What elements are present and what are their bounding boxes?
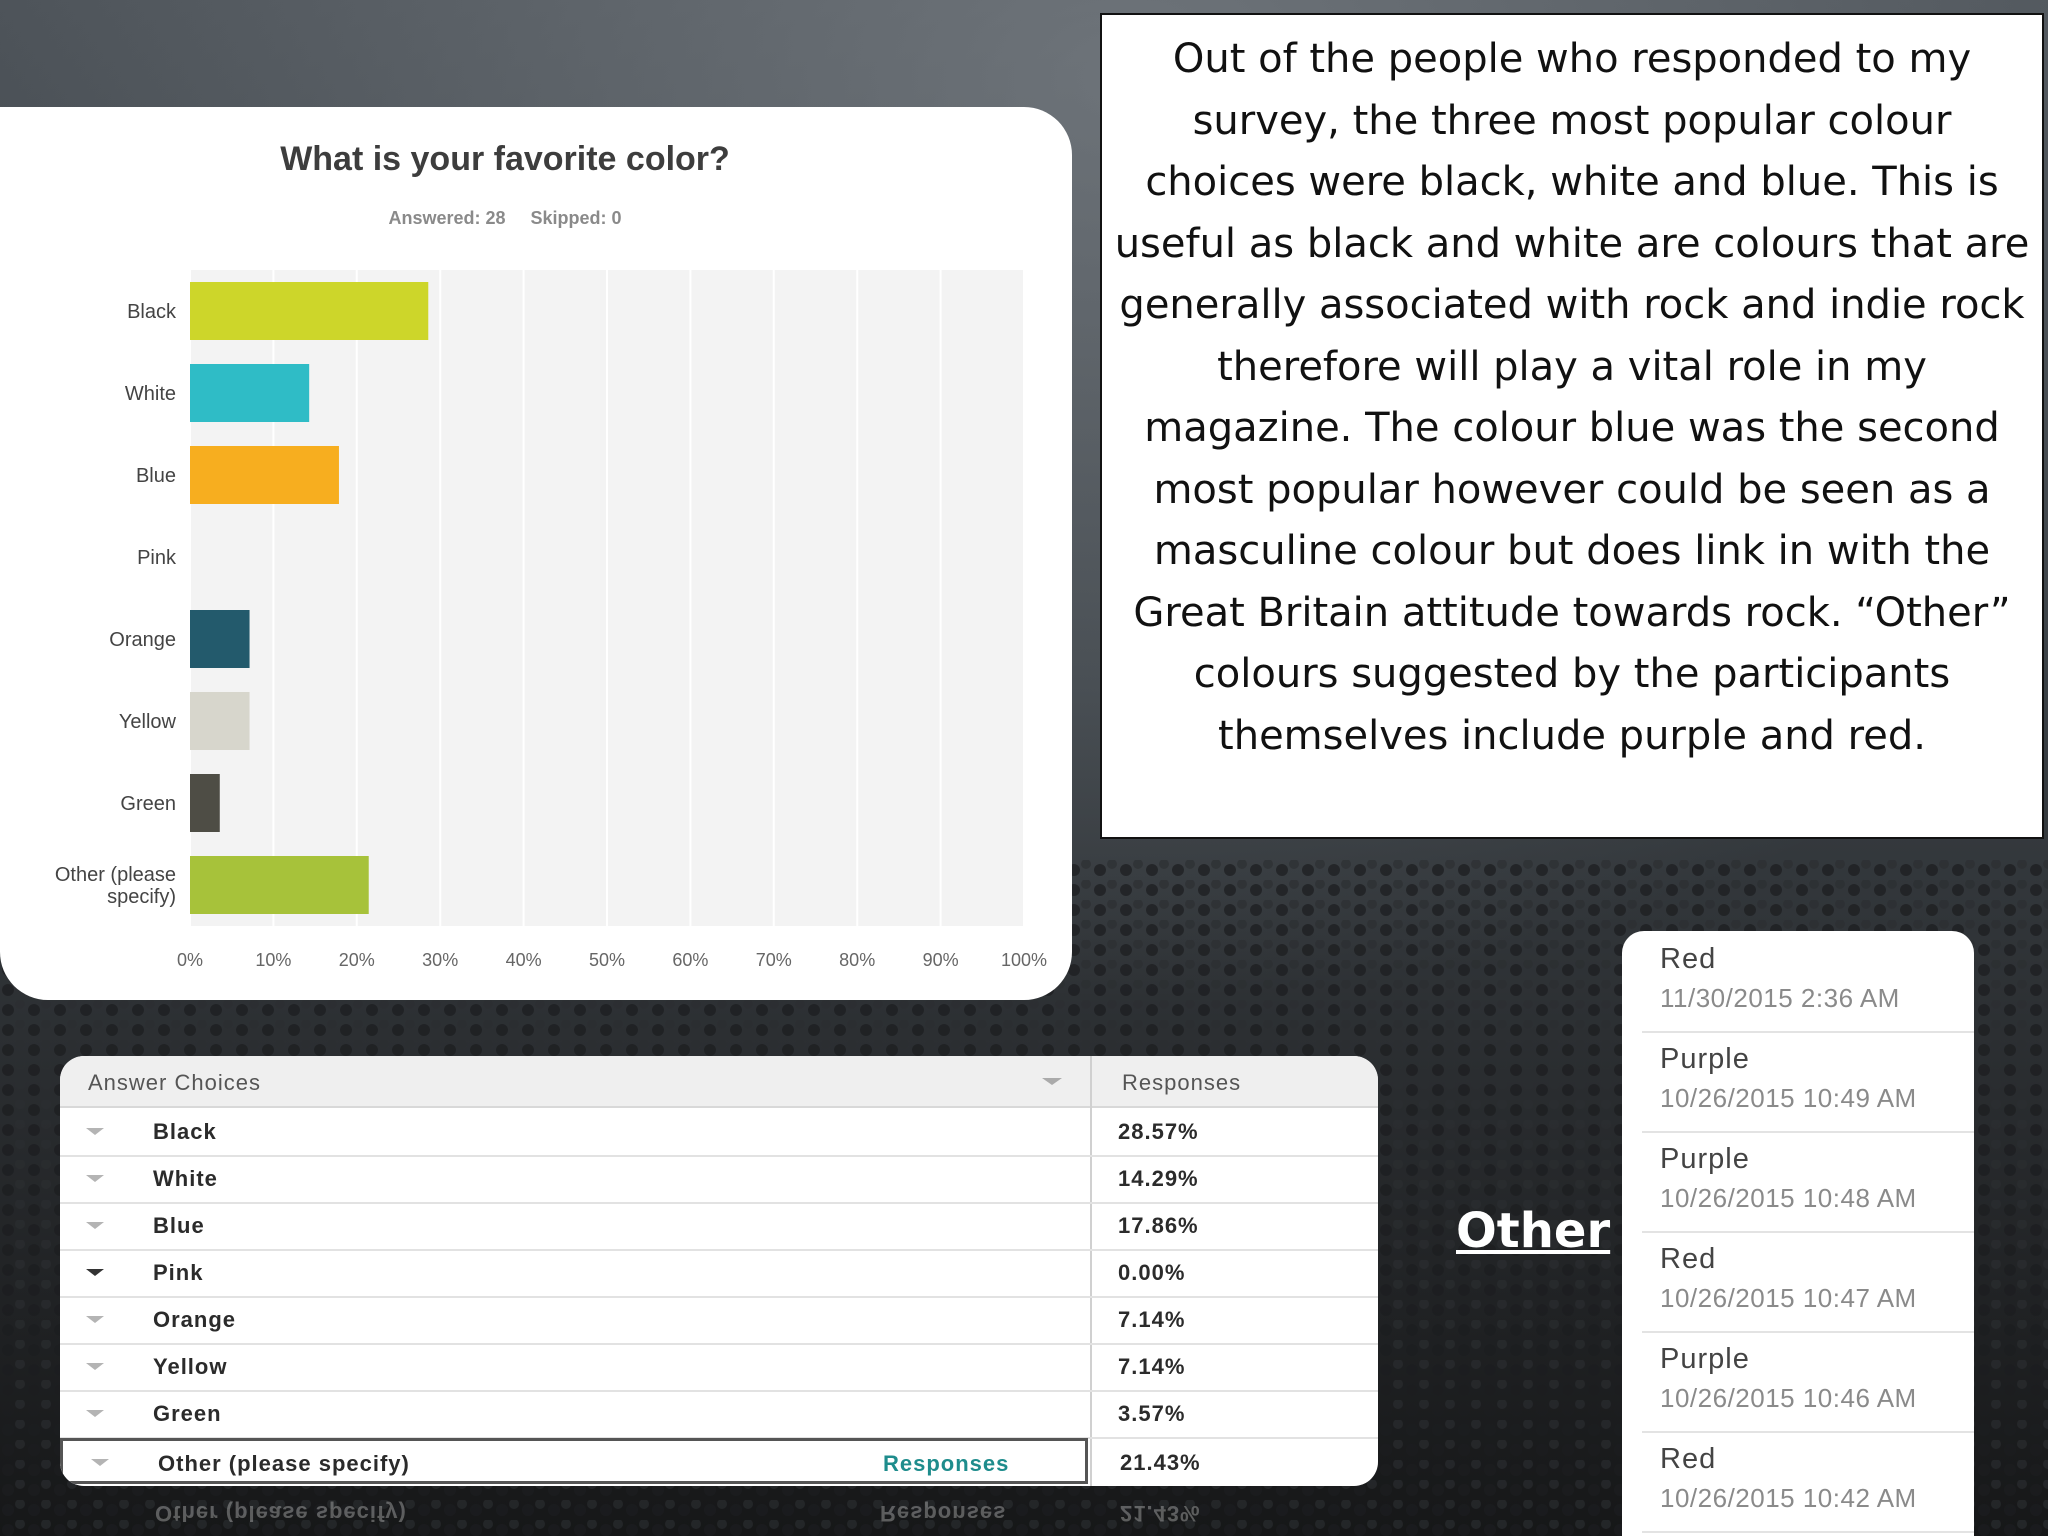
bar-yellow <box>190 692 250 750</box>
other-row-label: Other (please specify) <box>158 1451 410 1476</box>
table-row[interactable]: Blue 17.86% <box>60 1202 1378 1251</box>
response-timestamp: 10/26/2015 10:48 AM <box>1660 1183 1917 1213</box>
list-item: Red 11/30/2015 2:36 AM <box>1642 931 1974 1033</box>
bar-black <box>190 282 429 340</box>
x-tick-label: 50% <box>589 950 625 970</box>
response-percentage: 7.14% <box>1118 1307 1186 1332</box>
answer-choices-header[interactable]: Answer Choices <box>88 1070 261 1095</box>
chevron-down-icon[interactable] <box>86 1316 104 1323</box>
category-label: Other (please <box>55 864 176 886</box>
chevron-down-icon[interactable] <box>86 1222 104 1229</box>
list-item: Purple 10/26/2015 10:48 AM <box>1642 1131 1974 1233</box>
column-divider <box>1090 1056 1092 1486</box>
response-timestamp: 10/26/2015 10:42 AM <box>1660 1483 1917 1513</box>
x-tick-label: 40% <box>506 950 542 970</box>
chevron-down-icon[interactable] <box>86 1175 104 1182</box>
reflection-label: Other (please specify) <box>155 1501 407 1526</box>
x-tick-label: 10% <box>255 950 291 970</box>
other-heading: Other <box>1456 1203 1611 1259</box>
bar-blue <box>190 446 339 504</box>
answer-label: Green <box>153 1401 222 1426</box>
bar-orange <box>190 610 250 668</box>
chevron-down-icon[interactable] <box>91 1459 109 1466</box>
response-answer: Red <box>1660 1443 1717 1475</box>
summary-text: Out of the people who responded to my su… <box>1114 36 2030 759</box>
table-row[interactable]: Green 3.57% <box>60 1390 1378 1439</box>
response-percentage: 14.29% <box>1118 1166 1199 1191</box>
x-tick-label: 90% <box>923 950 959 970</box>
response-answer: Purple <box>1660 1343 1750 1375</box>
category-label: White <box>125 383 176 405</box>
answer-choices-table: Answer Choices Responses Black 28.57% Whit… <box>60 1056 1378 1486</box>
x-tick-label: 60% <box>672 950 708 970</box>
chevron-down-icon[interactable] <box>86 1363 104 1370</box>
response-answer: Purple <box>1660 1043 1750 1075</box>
reflection-percentage: 21.43% <box>1120 1501 1201 1526</box>
response-timestamp: 11/30/2015 2:36 AM <box>1660 983 1900 1013</box>
answer-label: Pink <box>153 1260 204 1285</box>
response-answer: Red <box>1660 1243 1717 1275</box>
x-tick-label: 100% <box>1001 950 1047 970</box>
x-tick-label: 20% <box>339 950 375 970</box>
table-header: Answer Choices Responses <box>60 1056 1378 1108</box>
list-item: Purple 10/26/2015 10:49 AM <box>1642 1031 1974 1133</box>
answer-label: Blue <box>153 1213 205 1238</box>
bar-other <box>190 856 369 914</box>
other-please-specify-row[interactable]: Other (please specify) Responses <box>60 1438 1088 1484</box>
responses-header[interactable]: Responses <box>1122 1070 1242 1095</box>
category-label: Yellow <box>119 711 177 733</box>
chart-title: What is your favorite color? <box>280 140 730 178</box>
summary-text-box: Out of the people who responded to my su… <box>1100 13 2044 839</box>
table-row[interactable]: Pink 0.00% <box>60 1249 1378 1298</box>
table-row[interactable]: Black 28.57% <box>60 1108 1378 1157</box>
x-tick-label: 80% <box>839 950 875 970</box>
bar-green <box>190 774 220 832</box>
category-label: Orange <box>109 629 176 651</box>
other-responses-list: Red 11/30/2015 2:36 AM Purple 10/26/2015 10… <box>1622 931 1974 1536</box>
response-percentage: 7.14% <box>1118 1354 1186 1379</box>
x-tick-label: 0% <box>177 950 203 970</box>
category-label: Green <box>120 793 176 815</box>
response-answer: Red <box>1660 943 1717 975</box>
list-item: Purple 10/26/2015 10:46 AM <box>1642 1331 1974 1433</box>
response-answer: Purple <box>1660 1143 1750 1175</box>
x-tick-label: 70% <box>756 950 792 970</box>
response-percentage: 28.57% <box>1118 1119 1199 1144</box>
category-label: Blue <box>136 465 176 487</box>
answer-label: White <box>153 1166 218 1191</box>
chevron-down-icon[interactable] <box>86 1410 104 1417</box>
chart-meta: Answered: 28 Skipped: 0 <box>0 208 1010 229</box>
answer-label: Orange <box>153 1307 237 1332</box>
skipped-count: Skipped: 0 <box>530 208 622 228</box>
x-tick-label: 30% <box>422 950 458 970</box>
other-row-percentage: 21.43% <box>1120 1450 1201 1475</box>
bar-chart: 0% 10% 20% 30% 40% 50% 60% 70% 80% 90% 100% Black Wh… <box>55 270 1047 970</box>
bar-white <box>190 364 310 422</box>
response-timestamp: 10/26/2015 10:46 AM <box>1660 1383 1917 1413</box>
answer-label: Yellow <box>153 1354 228 1379</box>
response-timestamp: 10/26/2015 10:47 AM <box>1660 1283 1917 1313</box>
list-item: Red 10/26/2015 10:47 AM <box>1642 1231 1974 1333</box>
response-percentage: 0.00% <box>1118 1260 1186 1285</box>
category-label: Pink <box>137 547 177 569</box>
answered-count: Answered: 28 <box>388 208 506 228</box>
response-timestamp: 10/26/2015 10:49 AM <box>1660 1083 1917 1113</box>
category-label: specify) <box>107 886 176 908</box>
chevron-down-icon[interactable] <box>86 1128 104 1135</box>
sort-chevron-icon[interactable] <box>1042 1078 1062 1085</box>
table-row[interactable]: White 14.29% <box>60 1155 1378 1204</box>
chevron-down-icon[interactable] <box>86 1269 104 1276</box>
answer-label: Black <box>153 1119 217 1144</box>
category-label: Black <box>127 301 177 323</box>
response-percentage: 17.86% <box>1118 1213 1199 1238</box>
responses-link[interactable]: Responses <box>883 1451 1010 1476</box>
table-row[interactable]: Orange 7.14% <box>60 1296 1378 1345</box>
response-percentage: 3.57% <box>1118 1401 1186 1426</box>
other-row-reflection: Other (please specify) Responses 21.43% <box>60 1490 1378 1536</box>
table-row[interactable]: Yellow 7.14% <box>60 1343 1378 1392</box>
reflection-link: Responses <box>880 1501 1007 1526</box>
list-item: Red 10/26/2015 10:42 AM <box>1642 1431 1974 1533</box>
